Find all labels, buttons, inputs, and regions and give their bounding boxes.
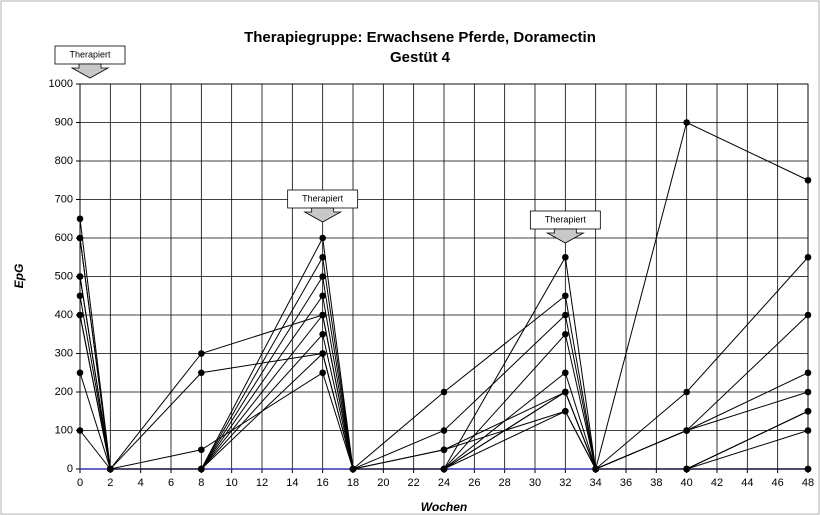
- data-point: [440, 446, 448, 454]
- data-point: [440, 427, 448, 434]
- data-point: [562, 388, 569, 396]
- callout-arrow: [303, 207, 343, 223]
- x-tick-label: 14: [286, 477, 298, 489]
- callout-arrow: [70, 63, 110, 79]
- data-point: [683, 465, 690, 473]
- data-point: [76, 234, 84, 242]
- y-tick-label: 1000: [49, 78, 73, 90]
- y-tick-label: 200: [55, 386, 73, 398]
- data-point: [198, 369, 205, 377]
- data-point: [198, 350, 205, 357]
- data-point: [804, 369, 812, 377]
- data-point: [319, 292, 326, 300]
- data-point: [319, 273, 326, 280]
- data-point: [804, 253, 812, 261]
- x-tick-label: 46: [772, 477, 784, 489]
- x-tick-label: 4: [138, 477, 144, 489]
- data-point: [440, 465, 448, 473]
- data-point: [804, 465, 812, 473]
- data-point: [319, 253, 326, 261]
- y-tick-label: 900: [55, 116, 73, 128]
- data-point: [107, 465, 114, 473]
- y-tick-label: 300: [55, 347, 73, 359]
- data-point: [592, 465, 599, 473]
- x-tick-label: 38: [650, 477, 662, 489]
- data-point: [319, 369, 326, 377]
- data-point: [683, 427, 690, 434]
- data-point: [804, 427, 812, 434]
- data-point: [76, 273, 84, 280]
- y-tick-label: 400: [55, 309, 73, 321]
- x-tick-label: 28: [499, 477, 511, 489]
- data-point: [562, 253, 569, 261]
- data-point: [804, 407, 812, 415]
- data-point: [319, 311, 326, 319]
- x-tick-label: 40: [681, 477, 693, 489]
- x-tick-label: 30: [529, 477, 541, 489]
- series-line: [79, 237, 809, 471]
- data-point: [683, 119, 690, 126]
- data-point: [76, 292, 84, 300]
- data-point: [804, 176, 812, 184]
- x-tick-label: 44: [741, 477, 753, 489]
- chart-title: Therapiegruppe: Erwachsene Pferde, Doram…: [244, 29, 596, 46]
- data-point: [198, 465, 205, 473]
- x-axis-label: Wochen: [421, 500, 467, 514]
- y-tick-label: 500: [55, 270, 73, 282]
- x-tick-label: 8: [198, 477, 204, 489]
- x-tick-label: 10: [226, 477, 238, 489]
- x-tick-label: 20: [377, 477, 389, 489]
- data-point: [319, 234, 326, 242]
- data-point: [76, 369, 84, 377]
- y-tick-label: 100: [55, 424, 73, 436]
- x-tick-label: 42: [711, 477, 723, 489]
- chart-subtitle: Gestüt 4: [390, 49, 451, 66]
- x-tick-label: 12: [256, 477, 268, 489]
- data-point: [804, 311, 812, 319]
- y-tick-label: 600: [55, 232, 73, 244]
- data-point: [562, 292, 569, 300]
- callout: Therapiert: [54, 45, 126, 79]
- data-point: [198, 446, 205, 454]
- x-tick-label: 22: [408, 477, 420, 489]
- data-point: [683, 388, 690, 396]
- data-point: [562, 369, 569, 377]
- x-tick-label: 18: [347, 477, 359, 489]
- x-tick-label: 26: [468, 477, 480, 489]
- callout: Therapiert: [529, 210, 601, 244]
- data-point: [76, 427, 84, 434]
- y-tick-label: 700: [55, 193, 73, 205]
- y-tick-label: 800: [55, 155, 73, 167]
- x-tick-label: 36: [620, 477, 632, 489]
- x-tick-label: 34: [590, 477, 602, 489]
- callout: Therapiert: [287, 189, 359, 223]
- x-tick-label: 2: [107, 477, 113, 489]
- callout-arrow: [545, 228, 585, 244]
- x-tick-label: 16: [317, 477, 329, 489]
- series-line: [79, 121, 809, 471]
- x-tick-label: 24: [438, 477, 450, 489]
- data-point: [804, 388, 812, 396]
- data-point: [76, 215, 84, 223]
- y-tick-label: 0: [67, 463, 73, 475]
- series-line: [79, 313, 808, 470]
- data-point: [562, 330, 569, 338]
- x-tick-label: 0: [77, 477, 83, 489]
- data-point: [562, 311, 569, 319]
- data-point: [319, 330, 326, 338]
- callout-text: Therapiert: [69, 49, 111, 59]
- data-point: [562, 407, 569, 415]
- y-axis-label: EpG: [12, 264, 26, 289]
- x-tick-label: 32: [559, 477, 571, 489]
- data-point: [440, 388, 448, 396]
- x-tick-label: 6: [168, 477, 174, 489]
- data-point: [319, 350, 326, 357]
- x-tick-label: 48: [802, 477, 814, 489]
- callout-text: Therapiert: [545, 214, 587, 224]
- data-point: [76, 311, 84, 319]
- callout-text: Therapiert: [302, 193, 344, 203]
- data-point: [349, 465, 357, 473]
